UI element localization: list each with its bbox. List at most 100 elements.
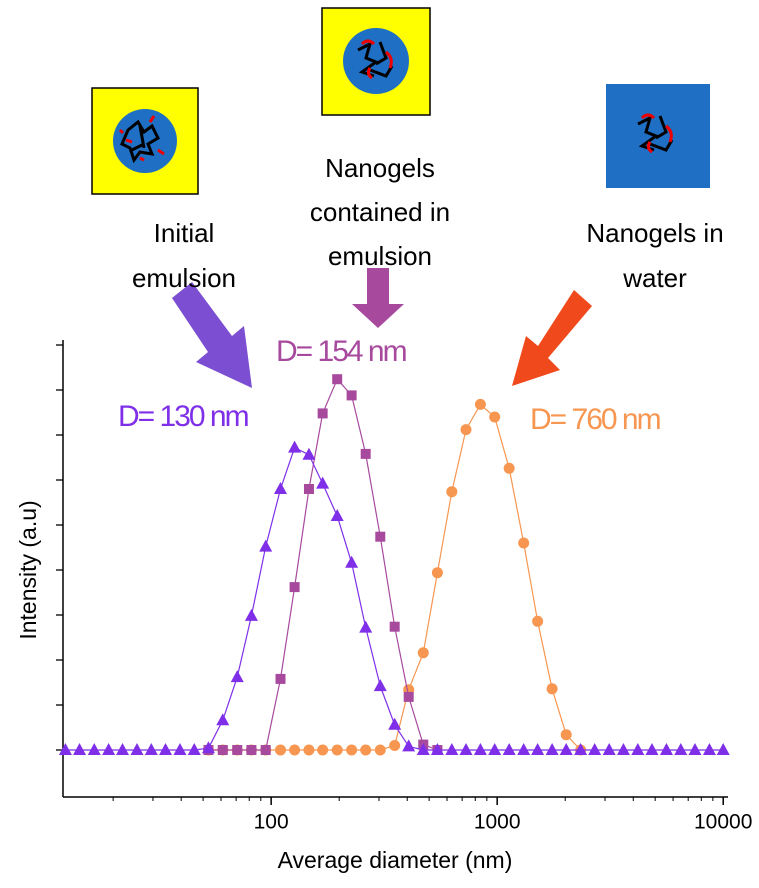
series-line — [208, 404, 580, 750]
point — [318, 408, 328, 418]
point — [631, 743, 644, 755]
point — [59, 743, 72, 755]
point — [461, 424, 472, 435]
point — [232, 745, 242, 755]
point — [503, 743, 516, 755]
point — [102, 743, 115, 755]
point — [546, 743, 559, 755]
point — [375, 745, 386, 756]
point — [316, 477, 329, 489]
point — [130, 743, 143, 755]
point — [660, 743, 673, 755]
point — [332, 745, 343, 756]
point — [517, 743, 530, 755]
y-axis-title: Intensity (a.u) — [15, 500, 41, 639]
point — [532, 616, 543, 627]
point — [317, 745, 328, 756]
point — [145, 743, 158, 755]
series-line — [208, 379, 437, 750]
point — [474, 743, 487, 755]
point — [331, 509, 344, 521]
point — [445, 743, 458, 755]
point — [489, 412, 500, 423]
arrow-contained — [352, 268, 404, 328]
point — [404, 692, 414, 702]
point — [275, 745, 286, 756]
point — [375, 532, 385, 542]
point — [560, 743, 573, 755]
point — [347, 390, 357, 400]
caption-line: water — [622, 263, 687, 293]
point — [173, 743, 186, 755]
point — [645, 743, 658, 755]
point — [374, 679, 387, 691]
chart: Average diameter (nm) Intensity (a.u) D=… — [0, 0, 759, 888]
point — [359, 621, 372, 633]
point — [290, 582, 300, 592]
illustration-water — [606, 84, 710, 188]
point — [561, 729, 572, 740]
point — [402, 739, 415, 751]
caption-line: Nanogels in — [586, 218, 723, 248]
point — [345, 556, 358, 568]
arrow-initial — [172, 282, 252, 388]
point — [116, 743, 129, 755]
caption-line: emulsion — [132, 263, 236, 293]
caption-line: Initial — [154, 218, 215, 248]
arrow-water — [512, 290, 592, 386]
point — [216, 713, 229, 725]
point — [703, 743, 716, 755]
point — [159, 743, 172, 755]
point — [475, 399, 486, 410]
point — [304, 484, 314, 494]
point — [361, 449, 371, 459]
point — [218, 745, 228, 755]
point — [274, 482, 287, 494]
point — [275, 674, 285, 684]
point — [245, 609, 258, 621]
point — [261, 745, 271, 755]
point — [88, 743, 101, 755]
point — [288, 441, 301, 453]
caption-line: emulsion — [328, 241, 432, 271]
caption-line: Nanogels — [325, 153, 435, 183]
point — [488, 743, 501, 755]
point — [246, 745, 256, 755]
illustration-initial — [92, 88, 198, 194]
point — [547, 683, 558, 694]
point — [360, 745, 371, 756]
x-tick-label: 100 — [254, 811, 289, 834]
point — [259, 540, 272, 552]
point — [432, 567, 443, 578]
point — [289, 745, 300, 756]
point — [389, 740, 400, 751]
point — [388, 718, 401, 730]
x-axis-title: Average diameter (nm) — [278, 847, 513, 873]
point — [302, 448, 315, 460]
point — [390, 622, 400, 632]
x-tick-label: 1000 — [474, 811, 521, 834]
series-line — [65, 448, 723, 750]
annotation: D= 130 nm — [118, 400, 249, 433]
point — [531, 743, 544, 755]
point — [688, 743, 701, 755]
point — [617, 743, 630, 755]
point — [674, 743, 687, 755]
point — [73, 743, 86, 755]
point — [418, 647, 429, 658]
point — [332, 374, 342, 384]
point — [504, 463, 515, 474]
point — [518, 538, 529, 549]
point — [603, 743, 616, 755]
caption-line: contained in — [310, 197, 450, 227]
page: {"chart_data": {"type": "line", "xlabel"… — [0, 0, 759, 888]
point — [231, 670, 244, 682]
point — [346, 745, 357, 756]
point — [717, 743, 730, 755]
point — [460, 743, 473, 755]
annotation: D= 154 nm — [276, 335, 407, 368]
x-tick-label: 10000 — [694, 811, 752, 834]
point — [446, 486, 457, 497]
point — [588, 743, 601, 755]
illustration-contained — [322, 8, 430, 115]
